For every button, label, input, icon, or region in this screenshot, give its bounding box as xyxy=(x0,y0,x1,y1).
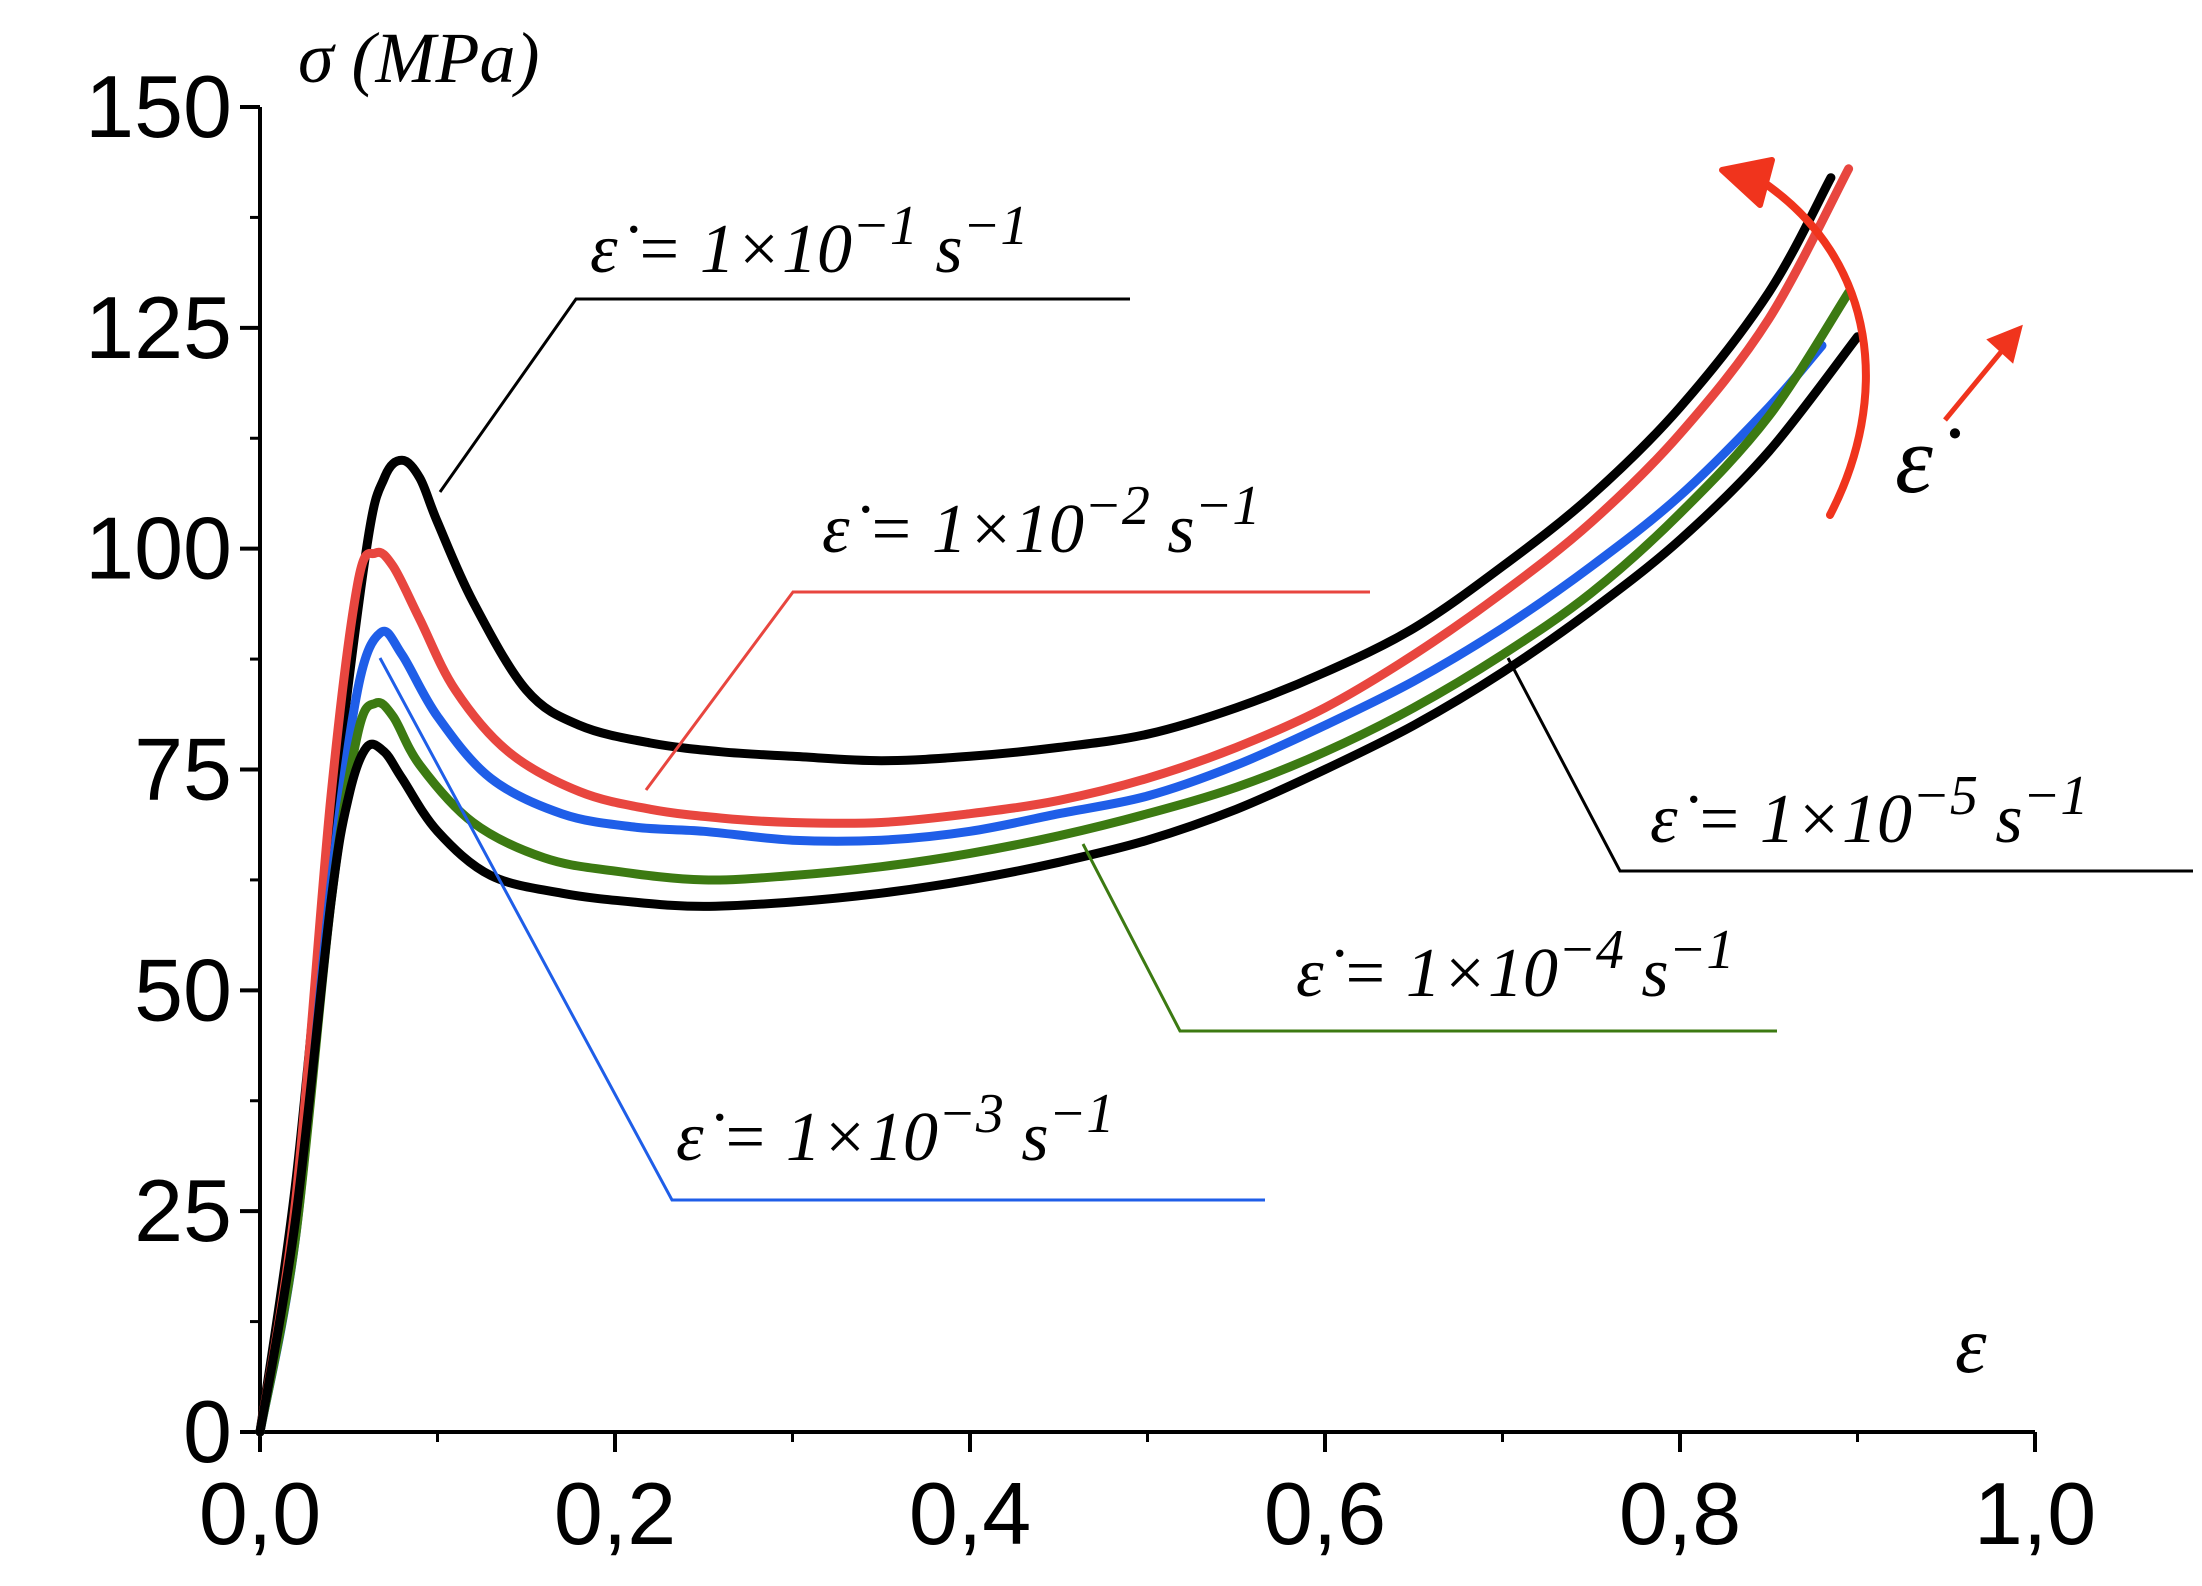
x-tick-label: 1,0 xyxy=(1974,1464,2096,1563)
rate-label-1: ε̇ = 1×10−1 s−1 xyxy=(590,195,1028,288)
y-tick-label: 25 xyxy=(134,1161,232,1260)
x-axis-title: ε xyxy=(1955,1302,1987,1390)
x-tick-label: 0,4 xyxy=(909,1464,1031,1563)
series-line-5 xyxy=(255,332,1862,1437)
y-tick-label: 75 xyxy=(134,720,232,819)
rate-trend-label: ε̇ xyxy=(1895,406,1961,513)
y-tick-label: 100 xyxy=(85,499,232,598)
x-tick-label: 0,0 xyxy=(199,1464,321,1563)
x-tick-label: 0,6 xyxy=(1264,1464,1386,1563)
label-leaders xyxy=(378,297,2193,1202)
curved-arrow-shaft xyxy=(1756,176,1870,519)
rate-label-5: ε̇ = 1×10−5 s−1 xyxy=(1650,765,2088,858)
leader-line-2 xyxy=(644,590,1370,791)
x-tick-label: 0,2 xyxy=(554,1464,676,1563)
y-axis-title: σ (MPa) xyxy=(298,18,539,98)
y-tick-label: 50 xyxy=(134,940,232,1039)
leader-line-5 xyxy=(1506,657,2193,873)
rate-label-3: ε̇ = 1×10−3 s−1 xyxy=(676,1083,1114,1176)
y-tick-label: 150 xyxy=(85,57,232,156)
y-tick-label: 125 xyxy=(85,278,232,377)
rate-label-4: ε̇ = 1×10−4 s−1 xyxy=(1296,919,1734,1012)
series-line-3 xyxy=(255,341,1827,1437)
rate-label-2: ε̇ = 1×10−2 s−1 xyxy=(822,475,1260,568)
series-layer xyxy=(255,164,1862,1437)
series-line-2 xyxy=(255,164,1854,1437)
series-labels: ε̇ = 1×10−1 s−1 ε̇ = 1×10−2 s−1 ε̇ = 1×10−… xyxy=(590,195,2088,1176)
leader-line-3 xyxy=(378,657,1265,1202)
x-tick-label: 0,8 xyxy=(1619,1464,1741,1563)
leader-line-4 xyxy=(1081,843,1777,1033)
small-arrow-head xyxy=(1986,324,2023,364)
rate-trend-indicator: ε̇ xyxy=(1719,157,2023,519)
leader-line-1 xyxy=(438,297,1130,493)
axes: 0 25 50 75 100 125 150 0,0 0,2 0,4 0,6 0,8 1,0 σ (MPa… xyxy=(85,18,2096,1563)
series-line-4 xyxy=(255,288,1854,1437)
curved-arrow-head xyxy=(1719,157,1775,208)
y-tick-label: 0 xyxy=(183,1382,232,1481)
